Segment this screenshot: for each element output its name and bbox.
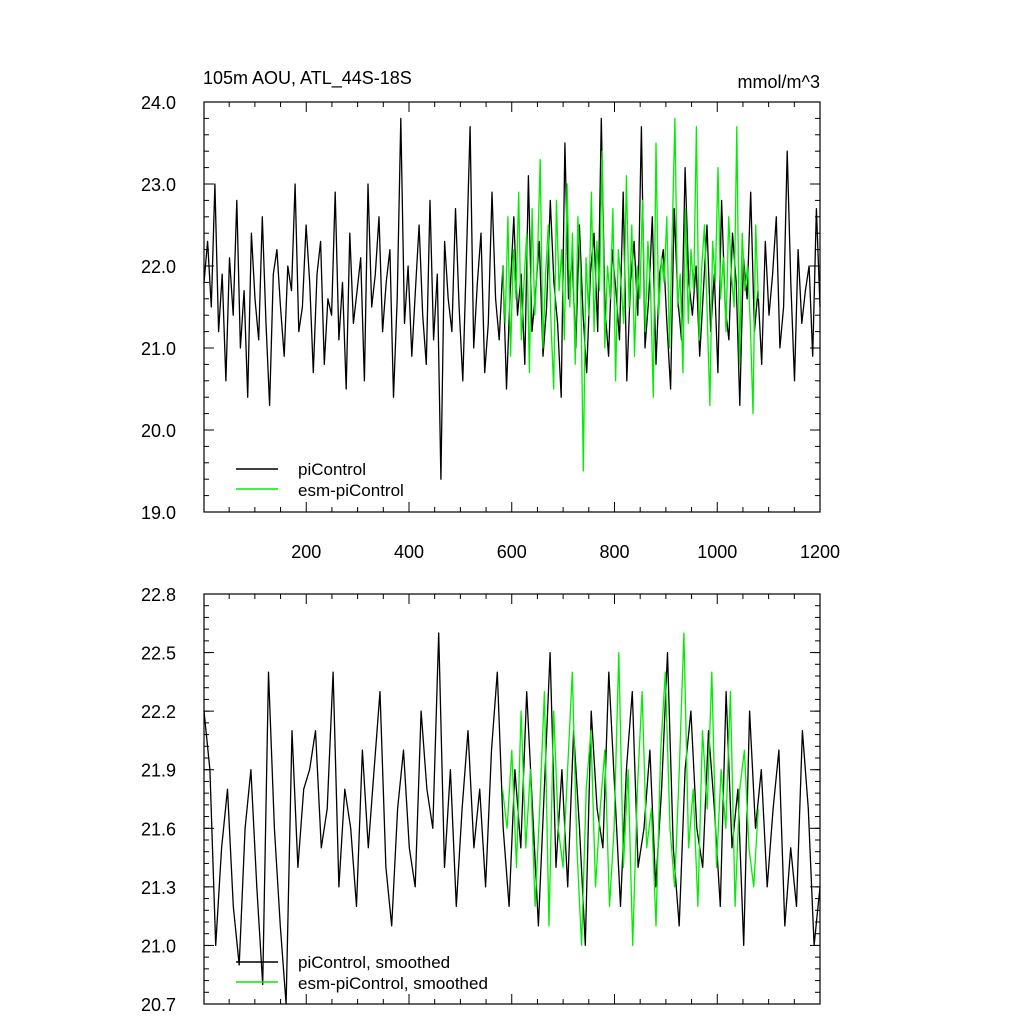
y-tick-label: 24.0	[141, 93, 176, 113]
x-tick-label: 400	[394, 542, 424, 562]
series-line-esm-picontrol-smoothed	[501, 632, 759, 947]
series-line-picontrol-smoothed	[203, 632, 821, 1005]
legend-label-picontrol-smoothed: piControl, smoothed	[298, 953, 450, 972]
y-tick-label: 22.8	[141, 585, 176, 605]
y-tick-label: 22.5	[141, 644, 176, 664]
top-panel-units: mmol/m^3	[738, 72, 820, 92]
y-tick-label: 22.0	[141, 257, 176, 277]
x-tick-label: 1200	[800, 542, 840, 562]
y-tick-label: 21.9	[141, 761, 176, 781]
x-tick-label: 600	[497, 542, 527, 562]
y-tick-label: 19.0	[141, 503, 176, 523]
bottom-panel: 20.7 21.0 21.3 21.6 21.9 22.2 22.5 22.8 piContr…	[141, 585, 821, 1015]
x-tick-label: 1000	[697, 542, 737, 562]
top-legend: piControl esm-piControl	[236, 460, 404, 500]
y-tick-label: 20.0	[141, 421, 176, 441]
legend-label-esm-picontrol-smoothed: esm-piControl, smoothed	[298, 974, 488, 993]
series-line-picontrol	[203, 117, 821, 480]
y-tick-label: 22.2	[141, 702, 176, 722]
y-tick-label: 21.0	[141, 339, 176, 359]
y-tick-label: 23.0	[141, 175, 176, 195]
x-tick-label: 200	[291, 542, 321, 562]
y-tick-label: 20.7	[141, 995, 176, 1015]
top-axis-ticks: 19.0 20.0 21.0 22.0 23.0 24.0 200 400 600 800 1000…	[141, 93, 840, 562]
top-panel-title: 105m AOU, ATL_44S-18S	[203, 68, 412, 89]
top-panel: 105m AOU, ATL_44S-18S mmol/m^3 19.0 20.0 2…	[141, 68, 840, 562]
y-tick-label: 21.6	[141, 819, 176, 839]
series-line-esm-picontrol	[501, 117, 759, 472]
legend-label-esm-picontrol: esm-piControl	[298, 481, 404, 500]
y-tick-label: 21.3	[141, 878, 176, 898]
bottom-plot-frame	[203, 593, 821, 1005]
bottom-series-group	[203, 632, 821, 1005]
legend-label-picontrol: piControl	[298, 460, 366, 479]
top-series-group	[203, 117, 821, 480]
x-tick-label: 800	[599, 542, 629, 562]
bottom-legend: piControl, smoothed esm-piControl, smoot…	[236, 953, 488, 993]
bottom-axis-ticks: 20.7 21.0 21.3 21.6 21.9 22.2 22.5 22.8	[141, 585, 821, 1015]
y-tick-label: 21.0	[141, 936, 176, 956]
